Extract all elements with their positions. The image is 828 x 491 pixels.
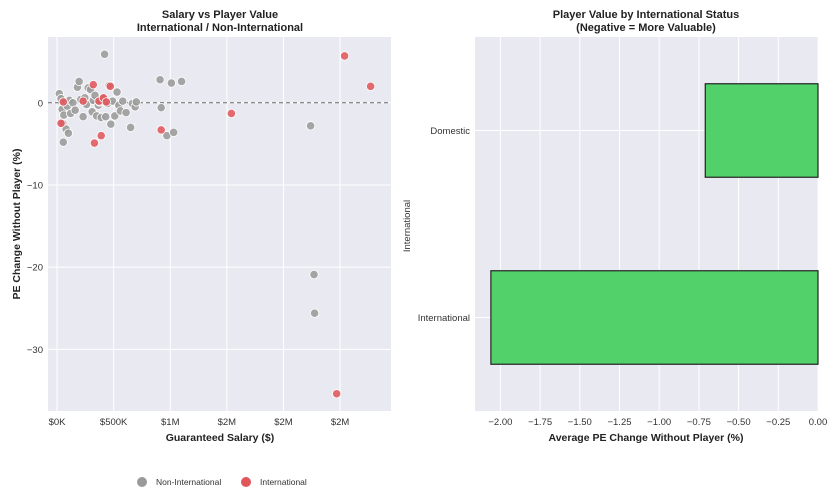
scatter-point-international	[105, 81, 115, 91]
bar-x-tick-label: −0.75	[687, 417, 711, 428]
scatter-point-international	[89, 138, 100, 148]
scatter-point-international	[332, 389, 342, 399]
bar-x-tick-label: −0.25	[766, 417, 790, 428]
bar-x-tick-label: 0.00	[809, 417, 828, 428]
legend-marker-non-international	[137, 477, 147, 487]
scatter-point-non-international	[166, 78, 176, 88]
bar-title: Player Value by International Status	[553, 9, 739, 21]
scatter-x-tick-label: $2M	[331, 417, 350, 428]
bar-x-axis-label: Average PE Change Without Player (%)	[549, 432, 744, 444]
legend-marker-international	[241, 477, 251, 487]
scatter-point-non-international	[63, 128, 73, 138]
scatter-x-axis-label: Guaranteed Salary ($)	[166, 432, 275, 444]
scatter-y-tick-label: −20	[27, 263, 43, 274]
scatter-x-tick-label: $2M	[218, 417, 237, 428]
legend-label-international: International	[260, 477, 307, 487]
bar-international	[490, 270, 819, 365]
scatter-point-non-international	[78, 112, 88, 122]
scatter-point-non-international	[121, 108, 131, 118]
scatter-y-ticks: 0 −10 −20 −30	[27, 98, 43, 356]
scatter-legend: Non-International International	[137, 477, 307, 487]
bar-y-axis-label: International	[402, 200, 413, 252]
bar-x-tick-label: −1.50	[568, 417, 592, 428]
scatter-point-non-international	[58, 137, 68, 147]
scatter-point-non-international	[309, 308, 320, 318]
bar-category-label: International	[418, 313, 470, 324]
scatter-x-tick-label: $0K	[49, 417, 67, 428]
bar-domestic	[704, 83, 819, 178]
scatter-x-ticks: $0K $500K $1M $2M $2M $2M	[49, 417, 350, 428]
scatter-point-non-international	[101, 112, 111, 122]
scatter-x-tick-label: $500K	[100, 417, 128, 428]
scatter-point-international	[366, 81, 376, 91]
scatter-point-non-international	[306, 121, 316, 131]
scatter-subtitle: International / Non-International	[137, 22, 303, 34]
scatter-point-international	[88, 80, 98, 90]
scatter-point-non-international	[156, 103, 166, 113]
scatter-point-international	[96, 131, 106, 141]
scatter-point-non-international	[70, 105, 80, 115]
scatter-point-non-international	[169, 127, 179, 137]
bar-x-tick-label: −1.00	[647, 417, 671, 428]
scatter-y-tick-label: 0	[38, 98, 43, 109]
scatter-x-tick-label: $1M	[161, 417, 180, 428]
scatter-point-non-international	[155, 75, 165, 85]
scatter-point-international	[156, 125, 166, 135]
scatter-panel: Salary vs Player Value International / N…	[11, 9, 391, 444]
scatter-point-international	[226, 108, 236, 119]
scatter-point-non-international	[131, 97, 141, 107]
scatter-point-non-international	[100, 49, 110, 59]
scatter-point-non-international	[106, 119, 116, 129]
scatter-title: Salary vs Player Value	[162, 9, 278, 21]
scatter-point-international	[58, 97, 68, 107]
bar-panel: Player Value by International Status (Ne…	[402, 9, 827, 444]
bar-category-labels: Domestic International	[418, 126, 471, 324]
bar-x-tick-label: −1.25	[607, 417, 631, 428]
scatter-point-international	[339, 51, 350, 61]
scatter-point-international	[56, 118, 66, 128]
bar-x-tick-label: −2.00	[488, 417, 512, 428]
scatter-points	[54, 49, 376, 399]
scatter-point-non-international	[74, 76, 84, 86]
bars	[490, 83, 819, 365]
scatter-y-tick-label: −30	[27, 345, 43, 356]
scatter-point-non-international	[112, 87, 122, 97]
scatter-point-non-international	[118, 96, 128, 106]
bar-x-ticks: −2.00 −1.75 −1.50 −1.25 −1.00 −0.75 −0.50 −0.25…	[488, 417, 827, 428]
legend-label-non-international: Non-International	[156, 477, 221, 487]
bar-category-label: Domestic	[430, 126, 470, 137]
scatter-point-non-international	[309, 269, 319, 280]
scatter-point-non-international	[176, 76, 187, 86]
scatter-y-axis-label: PE Change Without Player (%)	[11, 148, 23, 299]
scatter-point-international	[78, 96, 88, 106]
bar-subtitle: (Negative = More Valuable)	[576, 22, 716, 34]
bar-x-tick-label: −0.50	[727, 417, 751, 428]
scatter-y-tick-label: −10	[27, 180, 43, 191]
scatter-x-tick-label: $2M	[274, 417, 293, 428]
scatter-plot-area	[48, 37, 391, 411]
scatter-point-non-international	[126, 122, 136, 133]
scatter-point-international	[101, 97, 111, 107]
bar-x-tick-label: −1.75	[528, 417, 552, 428]
